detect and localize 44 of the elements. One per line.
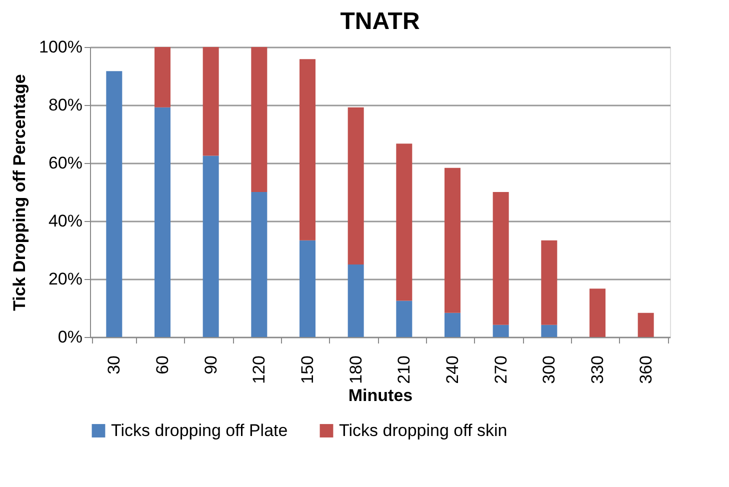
bar — [202, 156, 219, 337]
x-tick-label: 300 — [540, 356, 559, 384]
x-tick-label: 210 — [394, 356, 414, 384]
x-tick-label: 30 — [104, 356, 124, 374]
bar — [300, 240, 316, 337]
x-tick-label: 240 — [443, 356, 462, 384]
y-tick-label: 40% — [48, 212, 82, 230]
x-axis-title: Minutes — [348, 386, 413, 405]
x-tick-label: 180 — [346, 356, 366, 384]
bar — [154, 47, 170, 108]
bar — [541, 240, 558, 325]
y-tick-label: 0% — [58, 328, 82, 346]
legend-label: Ticks dropping off skin — [339, 420, 508, 440]
bar — [541, 324, 558, 337]
bar — [444, 168, 460, 313]
bar — [154, 107, 170, 337]
bar — [492, 324, 509, 337]
x-tick-label: 60 — [153, 356, 172, 374]
x-tick-label: 330 — [588, 356, 607, 384]
bar — [202, 47, 219, 156]
y-tick-label: 60% — [48, 154, 82, 172]
bar — [396, 144, 412, 301]
y-tick-label: 20% — [48, 270, 82, 288]
bar — [251, 192, 268, 337]
chart-title: TNATR — [340, 8, 420, 35]
x-tick-label: 270 — [491, 356, 510, 384]
bar — [106, 71, 122, 337]
x-tick-label: 150 — [298, 356, 317, 384]
bar — [492, 192, 509, 325]
x-tick-label: 120 — [250, 356, 269, 384]
bar — [590, 288, 606, 337]
bar — [638, 312, 654, 337]
bar — [348, 107, 364, 264]
bar — [251, 47, 268, 192]
legend-label: Ticks dropping off Plate — [111, 420, 288, 440]
x-tick-label: 90 — [201, 356, 220, 374]
y-axis-title: Tick Dropping off Percentage — [10, 74, 30, 311]
bar — [444, 312, 460, 337]
y-tick-label: 80% — [48, 96, 82, 114]
y-tick-label: 100% — [39, 38, 82, 56]
bar — [348, 264, 364, 337]
bar — [300, 59, 316, 240]
x-tick-label: 360 — [636, 356, 656, 384]
bar — [396, 300, 412, 337]
